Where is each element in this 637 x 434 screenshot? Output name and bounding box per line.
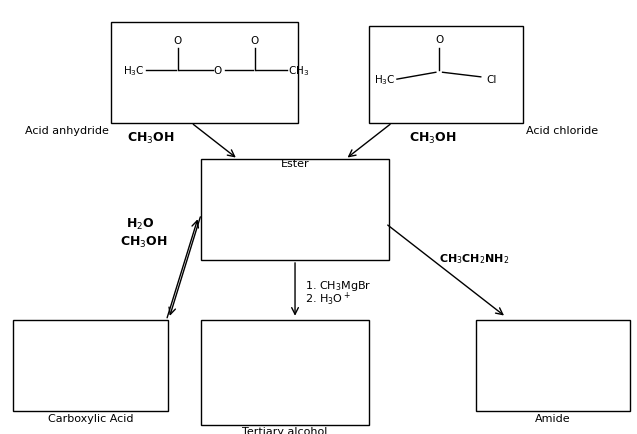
Text: O: O <box>173 36 182 46</box>
Text: Acid anhydride: Acid anhydride <box>25 125 109 135</box>
Bar <box>13 320 168 411</box>
Text: Acid chloride: Acid chloride <box>526 125 599 135</box>
Bar <box>201 320 369 425</box>
Text: CH$_3$OH: CH$_3$OH <box>120 235 168 250</box>
Text: CH$_3$: CH$_3$ <box>289 64 310 78</box>
Bar <box>476 320 630 411</box>
Text: H$_3$C: H$_3$C <box>374 73 396 87</box>
Text: CH$_3$OH: CH$_3$OH <box>127 131 175 145</box>
Bar <box>369 27 523 123</box>
Text: CH$_3$OH: CH$_3$OH <box>409 131 457 145</box>
Bar <box>111 23 298 123</box>
Text: Cl: Cl <box>486 75 496 85</box>
Text: CH$_3$CH$_2$NH$_2$: CH$_3$CH$_2$NH$_2$ <box>439 251 510 265</box>
Bar <box>201 160 389 260</box>
Text: Ester: Ester <box>281 159 310 169</box>
Text: O: O <box>251 36 259 46</box>
Text: 2. H$_3$O$^+$: 2. H$_3$O$^+$ <box>305 291 351 308</box>
Text: Carboxylic Acid: Carboxylic Acid <box>48 414 133 424</box>
Text: 1. CH$_3$MgBr: 1. CH$_3$MgBr <box>305 279 371 293</box>
Text: H$_3$C: H$_3$C <box>122 64 144 78</box>
Text: O: O <box>214 66 222 76</box>
Text: Amide: Amide <box>535 414 571 424</box>
Text: O: O <box>435 35 443 45</box>
Text: H$_2$O: H$_2$O <box>125 216 154 231</box>
Text: Tertiary alcohol: Tertiary alcohol <box>242 426 327 434</box>
